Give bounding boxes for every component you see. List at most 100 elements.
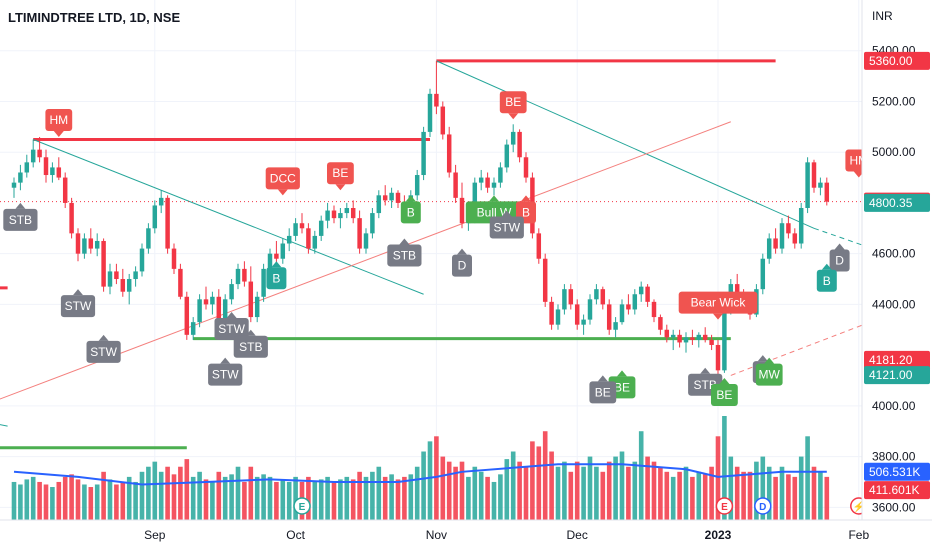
volume-bar [421,451,426,520]
volume-bar [696,471,702,520]
marker-pointer [271,261,282,268]
candle [75,233,81,254]
volume-bar [600,471,606,520]
price-label: 4121.00 [864,366,930,385]
volume-bar [389,474,394,520]
candle [702,334,708,340]
marker-hm: HM [45,108,73,137]
price-axis[interactable]: 5400.005200.005000.004600.004400.004000.… [872,44,916,515]
time-tick-label: Dec [567,528,588,542]
volume-bar [606,461,612,520]
marker-box [589,381,617,404]
candle [651,301,657,318]
candle [606,304,612,330]
volume-bar [498,474,503,520]
volume-bar [805,436,810,520]
marker-label: STW [218,322,245,336]
event-circle [715,497,734,515]
candle [504,144,510,168]
marker-pointer [73,289,83,296]
volume-bar [248,466,254,520]
marker-label: STW [212,368,239,382]
volume-bar [267,476,273,520]
candle [146,228,151,249]
candle [773,238,778,249]
marker-pointer [713,313,723,320]
candle [56,167,62,178]
candle [293,223,298,236]
marker-b: B [266,261,287,290]
event-label: D [759,502,766,513]
marker-label: MW [759,368,781,382]
volume-bar [683,466,689,520]
time-tick-label: Sep [144,528,166,542]
marker-pointer [15,202,26,209]
volume-bar [581,466,586,520]
marker-be: BE [499,91,527,120]
marker-dcc: DCC [265,167,300,196]
volume-bar [338,479,343,520]
price-label: 4181.20 [864,350,930,369]
candle [210,296,215,305]
candle [491,182,497,188]
candle [574,304,580,325]
candle [158,197,164,206]
candle [370,213,375,234]
marker-label: B [823,274,831,288]
marker-bear-wick: Bear Wick [678,291,758,320]
volume-bar [536,446,542,520]
marker-label: BE [614,380,630,394]
price-label-text: 4181.20 [869,353,913,367]
trend-down-long [436,60,815,229]
marker-stb: STB [233,329,268,358]
price-label: 5360.00 [864,51,930,70]
candle [165,197,170,249]
volume-bar [146,466,151,520]
candle [37,149,42,158]
marker-label: STW [493,221,520,235]
volume-bar [69,474,74,520]
candle [248,281,254,318]
marker-label: B [272,271,280,285]
candle [568,289,574,305]
marker-box [214,318,249,340]
marker-box [266,267,287,290]
candle [478,177,484,183]
time-axis[interactable]: SepOctNovDec2023FebMar [144,528,932,542]
candle [715,344,721,371]
candle [389,192,394,201]
volume-bar [30,476,36,520]
volume-bar [370,471,375,520]
candle [811,162,817,188]
volume-bar [504,459,510,520]
candle [395,192,401,203]
marker-box [60,295,96,318]
candle [242,268,247,282]
price-label-box [864,481,930,500]
marker-label: STW [90,345,117,359]
event-circle [293,497,311,515]
marker-stw: STW [489,210,524,239]
candle [331,210,337,219]
candle [261,268,266,297]
volume-bar [395,479,401,520]
marker-be: BE [589,375,617,404]
candle [523,157,529,178]
volume-bar [530,441,535,520]
volume-bar [638,431,644,520]
price-label: 506.531K [864,462,930,481]
trend-left-teal [0,424,8,427]
volume-bar [126,476,132,520]
volume-bar [670,476,676,520]
marker-box [755,363,783,386]
candle [229,284,234,300]
volume-bar [312,481,318,520]
volume-bar [286,481,292,520]
candle [472,182,478,219]
marker-pointer [764,357,775,364]
volume-bar [344,476,350,520]
candle [82,238,87,254]
marker-box [829,249,850,272]
